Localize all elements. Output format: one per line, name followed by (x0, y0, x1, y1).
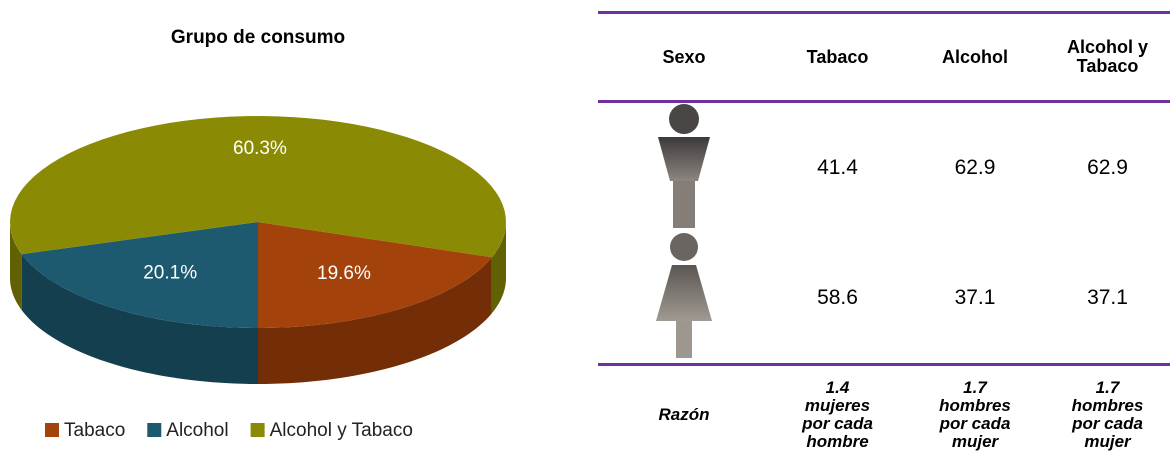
table: Sexo Tabaco Alcohol Alcohol y Tabaco 41.… (598, 11, 1170, 464)
legend-label: Alcohol (166, 420, 228, 441)
legend-label: Alcohol y Tabaco (270, 420, 413, 441)
row: 41.4 62.9 62.9 (598, 102, 1170, 234)
cell: 37.1 (905, 233, 1045, 365)
legend-swatch (45, 423, 59, 437)
legend-swatch (251, 423, 265, 437)
header-text: Alcohol y Tabaco (1053, 38, 1163, 76)
male-icon (654, 103, 714, 228)
ratio-row: Razón 1.4 mujeres por cada hombre 1.7 ho… (598, 365, 1170, 464)
ratio-cell: 1.7 hombres por cada mujer (905, 365, 1045, 464)
data-label: 20.1% (143, 262, 197, 283)
cell: 62.9 (905, 102, 1045, 234)
data-label: 60.3% (233, 138, 287, 159)
header-row: Sexo Tabaco Alcohol Alcohol y Tabaco (598, 13, 1170, 102)
ratio-cell: 1.7 hombres por cada mujer (1045, 365, 1170, 464)
ratio-text: 1.4 mujeres por cada hombre (800, 379, 876, 451)
legend-swatch (147, 423, 161, 437)
cell: 58.6 (770, 233, 905, 365)
header-cell: Tabaco (770, 13, 905, 102)
data-label: 19.6% (317, 263, 371, 284)
ratio-label: Razón (598, 365, 770, 464)
cell: 62.9 (1045, 102, 1170, 234)
ratio-text: 1.7 hombres por cada mujer (937, 379, 1013, 451)
chart-title: Grupo de consumo (171, 27, 345, 48)
legend-label: Tabaco (64, 420, 125, 441)
ratio-cell: 1.4 mujeres por cada hombre (770, 365, 905, 464)
female-icon-cell (598, 233, 770, 365)
cell: 41.4 (770, 102, 905, 234)
ratio-text: 1.7 hombres por cada mujer (1070, 379, 1146, 451)
row: 58.6 37.1 37.1 (598, 233, 1170, 365)
header-cell: Sexo (598, 13, 770, 102)
cell: 37.1 (1045, 233, 1170, 365)
male-icon-cell (598, 102, 770, 234)
chart: Grupo de consumo 19.6% 20.1% 60.3% Tabaco Al… (0, 0, 590, 456)
female-icon (654, 233, 714, 358)
header-cell: Alcohol (905, 13, 1045, 102)
header-cell: Alcohol y Tabaco (1045, 13, 1170, 102)
